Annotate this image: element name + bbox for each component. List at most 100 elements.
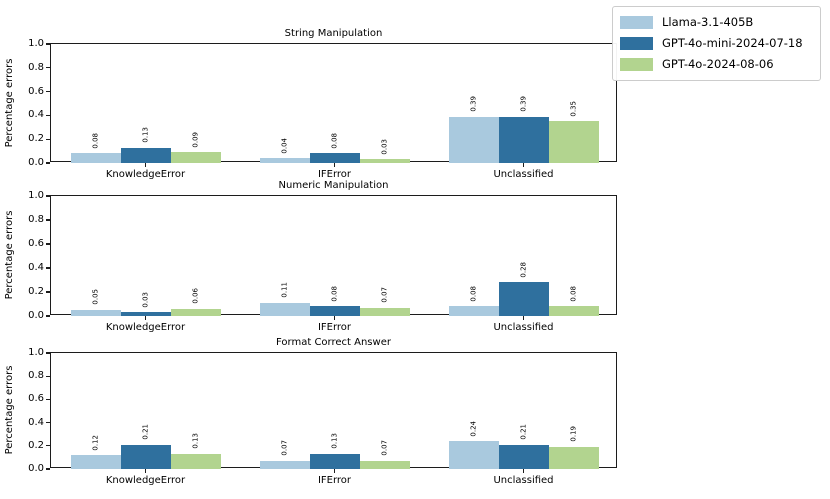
legend: Llama-3.1-405B GPT-4o-mini-2024-07-18 GPT-… bbox=[612, 6, 821, 81]
bar-value-label: 0.11 bbox=[280, 282, 288, 298]
bar-Llama-3.1-405B-Unclassified bbox=[448, 306, 499, 316]
x-tick-label-unclassified: Unclassified bbox=[493, 475, 554, 486]
y-tick-mark bbox=[46, 114, 50, 116]
y-tick-label: 0.6 bbox=[28, 238, 44, 249]
y-tick-mark bbox=[46, 267, 50, 269]
x-tick-label-knowledgeerror: KnowledgeError bbox=[105, 475, 186, 486]
legend-swatch-icon bbox=[620, 37, 653, 50]
y-tick-label: 1.0 bbox=[28, 347, 44, 358]
subplot-title: Format Correct Answer bbox=[276, 337, 391, 348]
y-tick-mark bbox=[46, 219, 50, 221]
y-tick-label: 0.2 bbox=[28, 133, 44, 145]
legend-swatch-icon bbox=[620, 16, 653, 29]
x-tick-label-unclassified: Unclassified bbox=[493, 169, 554, 180]
x-tick-mark bbox=[144, 163, 147, 167]
axes-2: Numeric Manipulation Percentage errors 0.0… bbox=[4, 180, 617, 333]
bar-Llama-3.1-405B-IFError bbox=[259, 460, 310, 469]
bar-value-label: 0.13 bbox=[141, 126, 149, 143]
y-tick-label: 0.4 bbox=[28, 262, 44, 273]
y-tick-mark bbox=[46, 195, 50, 197]
y-tick-label: 0.8 bbox=[28, 61, 44, 73]
bar-Llama-3.1-405B-Unclassified bbox=[448, 116, 499, 163]
bar-value-label: 0.03 bbox=[380, 138, 388, 155]
y-tick-mark bbox=[46, 162, 50, 164]
y-tick-label: 0.6 bbox=[28, 85, 44, 97]
bar-value-label: 0.06 bbox=[191, 288, 199, 304]
bar-value-label: 0.28 bbox=[519, 261, 527, 278]
y-tick-label: 0.6 bbox=[28, 393, 44, 405]
y-tick-mark bbox=[46, 468, 50, 470]
legend-entry-label: GPT-4o-2024-08-06 bbox=[662, 56, 774, 71]
x-tick-label-iferror: IFError bbox=[317, 322, 352, 333]
y-tick-mark bbox=[46, 375, 50, 377]
y-tick-label: 1.0 bbox=[28, 190, 44, 201]
bar-GPT-4o-mini-2024-07-18-Unclassified bbox=[498, 444, 549, 469]
y-tick-mark bbox=[46, 422, 50, 424]
x-tick-mark bbox=[144, 316, 147, 320]
x-tick-mark bbox=[144, 469, 147, 473]
bar-value-label: 0.13 bbox=[191, 433, 199, 449]
y-tick-label: 0.0 bbox=[28, 157, 44, 168]
bar-value-label: 0.39 bbox=[519, 96, 527, 112]
x-tick-mark bbox=[522, 469, 525, 473]
y-tick-mark bbox=[46, 291, 50, 293]
legend-entry-label: Llama-3.1-405B bbox=[662, 14, 754, 29]
y-tick-label: 0.0 bbox=[28, 463, 44, 474]
bar-value-label: 0.08 bbox=[330, 285, 338, 302]
axes-1: String Manipulation Percentage errors 0.0 0… bbox=[4, 28, 617, 180]
y-tick-label: 0.4 bbox=[28, 416, 44, 428]
bar-Llama-3.1-405B-KnowledgeError bbox=[70, 455, 121, 469]
bar-value-label: 0.08 bbox=[469, 285, 477, 302]
legend-swatch-icon bbox=[620, 58, 653, 71]
x-tick-label-knowledgeerror: KnowledgeError bbox=[105, 169, 186, 180]
bar-GPT-4o-2024-08-06-IFError bbox=[359, 307, 410, 316]
bar-GPT-4o-2024-08-06-KnowledgeError bbox=[170, 453, 221, 469]
bar-GPT-4o-mini-2024-07-18-IFError bbox=[309, 453, 360, 469]
bar-GPT-4o-2024-08-06-IFError bbox=[359, 159, 410, 163]
x-tick-label-iferror: IFError bbox=[317, 475, 352, 486]
bar-GPT-4o-mini-2024-07-18-KnowledgeError bbox=[120, 444, 171, 469]
bar-GPT-4o-mini-2024-07-18-Unclassified bbox=[498, 282, 549, 316]
bar-value-label: 0.21 bbox=[141, 424, 149, 440]
bar-value-label: 0.12 bbox=[91, 434, 99, 451]
y-tick-mark bbox=[46, 315, 50, 317]
bar-value-label: 0.07 bbox=[280, 440, 288, 456]
bar-GPT-4o-2024-08-06-Unclassified bbox=[548, 121, 599, 163]
x-tick-label-unclassified: Unclassified bbox=[493, 322, 554, 333]
bar-Llama-3.1-405B-KnowledgeError bbox=[70, 153, 121, 163]
x-tick-label-knowledgeerror: KnowledgeError bbox=[105, 322, 186, 333]
bar-Llama-3.1-405B-KnowledgeError bbox=[70, 310, 121, 316]
y-tick-mark bbox=[46, 43, 50, 45]
x-tick-mark bbox=[333, 316, 336, 320]
y-tick-mark bbox=[46, 67, 50, 69]
bar-GPT-4o-2024-08-06-KnowledgeError bbox=[170, 152, 221, 163]
bar-GPT-4o-2024-08-06-Unclassified bbox=[548, 306, 599, 316]
bar-value-label: 0.08 bbox=[91, 132, 99, 149]
subplot-title: Numeric Manipulation bbox=[278, 180, 389, 191]
bar-GPT-4o-mini-2024-07-18-KnowledgeError bbox=[120, 147, 171, 163]
bar-Llama-3.1-405B-Unclassified bbox=[448, 441, 499, 469]
bar-value-label: 0.21 bbox=[519, 424, 527, 440]
y-tick-label: 0.8 bbox=[28, 370, 44, 382]
bar-value-label: 0.07 bbox=[380, 440, 388, 456]
bar-GPT-4o-mini-2024-07-18-KnowledgeError bbox=[120, 312, 171, 316]
bar-value-label: 0.24 bbox=[469, 420, 477, 437]
y-tick-label: 1.0 bbox=[28, 38, 44, 49]
x-tick-mark bbox=[522, 163, 525, 167]
legend-entry: Llama-3.1-405B bbox=[620, 12, 812, 33]
bar-Llama-3.1-405B-IFError bbox=[259, 302, 310, 316]
bar-value-label: 0.08 bbox=[330, 132, 338, 149]
y-tick-mark bbox=[46, 91, 50, 93]
axes-3: Format Correct Answer Percentage errors 0.… bbox=[4, 337, 617, 486]
x-tick-mark bbox=[333, 469, 336, 473]
legend-entry: GPT-4o-mini-2024-07-18 bbox=[620, 33, 812, 54]
y-tick-mark bbox=[46, 398, 50, 400]
y-tick-mark bbox=[46, 138, 50, 140]
bar-value-label: 0.39 bbox=[469, 96, 477, 112]
y-tick-mark bbox=[46, 243, 50, 245]
bar-Llama-3.1-405B-IFError bbox=[259, 158, 310, 163]
y-tick-label: 0.8 bbox=[28, 214, 44, 225]
bar-value-label: 0.08 bbox=[569, 285, 577, 302]
bar-value-label: 0.05 bbox=[91, 289, 99, 305]
